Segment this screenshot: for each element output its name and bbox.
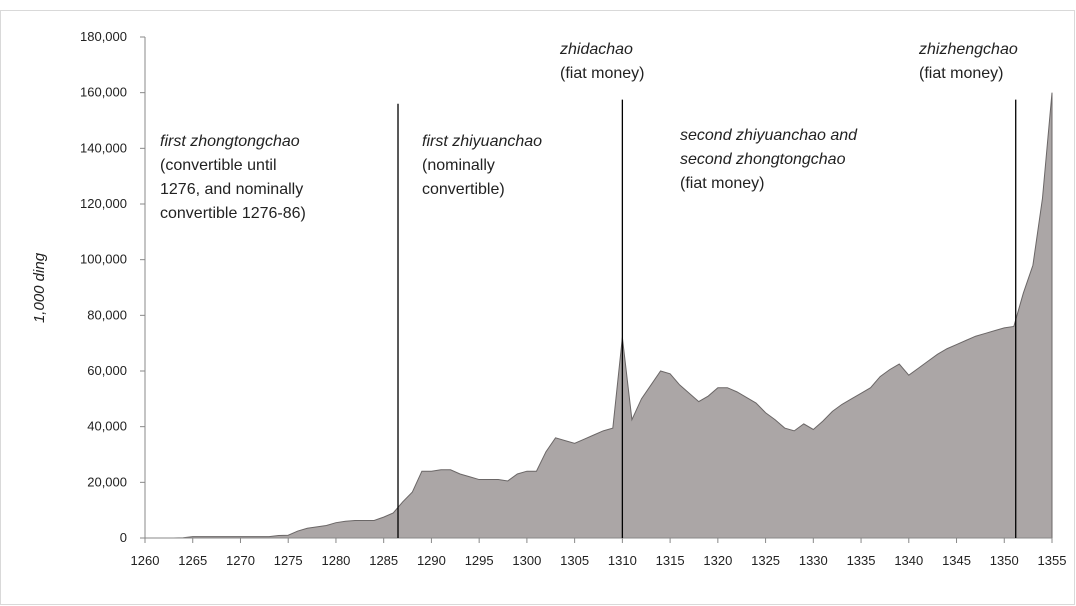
annotation: second zhiyuanchao and (680, 127, 858, 144)
y-tick-label: 160,000 (80, 85, 127, 100)
annotation: zhidachao (559, 41, 633, 58)
y-tick-label: 20,000 (87, 474, 127, 489)
y-tick-label: 180,000 (80, 29, 127, 44)
x-tick-label: 1265 (178, 553, 207, 568)
annotation: (fiat money) (919, 65, 1003, 82)
x-tick-label: 1280 (321, 553, 350, 568)
annotation: (convertible until (160, 157, 277, 174)
annotation: first zhongtongchao (160, 133, 300, 150)
x-tick-label: 1290 (417, 553, 446, 568)
annotation: convertible 1276-86) (160, 205, 306, 222)
annotation: zhizhengchao (918, 41, 1018, 58)
chart-border (0, 10, 1075, 605)
x-tick-label: 1345 (942, 553, 971, 568)
x-tick-label: 1270 (226, 553, 255, 568)
x-tick-label: 1305 (560, 553, 589, 568)
x-tick-label: 1275 (274, 553, 303, 568)
x-tick-label: 1350 (990, 553, 1019, 568)
y-tick-label: 100,000 (80, 252, 127, 267)
x-tick-label: 1320 (703, 553, 732, 568)
y-axis-label: 1,000 ding (31, 252, 48, 323)
annotation: (fiat money) (680, 175, 764, 192)
x-tick-label: 1355 (1038, 553, 1067, 568)
x-tick-label: 1260 (131, 553, 160, 568)
annotation: first zhiyuanchao (422, 133, 542, 150)
annotation: convertible) (422, 181, 505, 198)
x-tick-label: 1315 (656, 553, 685, 568)
y-tick-label: 60,000 (87, 363, 127, 378)
x-tick-label: 1285 (369, 553, 398, 568)
y-tick-label: 80,000 (87, 307, 127, 322)
x-tick-label: 1340 (894, 553, 923, 568)
y-tick-label: 40,000 (87, 419, 127, 434)
x-tick-label: 1295 (465, 553, 494, 568)
annotation: (nominally (422, 157, 495, 174)
x-tick-label: 1310 (608, 553, 637, 568)
area (145, 92, 1053, 539)
annotation: second zhongtongchao (680, 151, 846, 168)
y-tick-label: 120,000 (80, 196, 127, 211)
x-tick-label: 1330 (799, 553, 828, 568)
annotation: 1276, and nominally (160, 181, 303, 198)
y-tick-label: 0 (120, 530, 127, 545)
y-tick-label: 140,000 (80, 140, 127, 155)
x-tick-label: 1300 (512, 553, 541, 568)
x-tick-label: 1335 (847, 553, 876, 568)
x-tick-label: 1325 (751, 553, 780, 568)
annotation: (fiat money) (560, 65, 644, 82)
